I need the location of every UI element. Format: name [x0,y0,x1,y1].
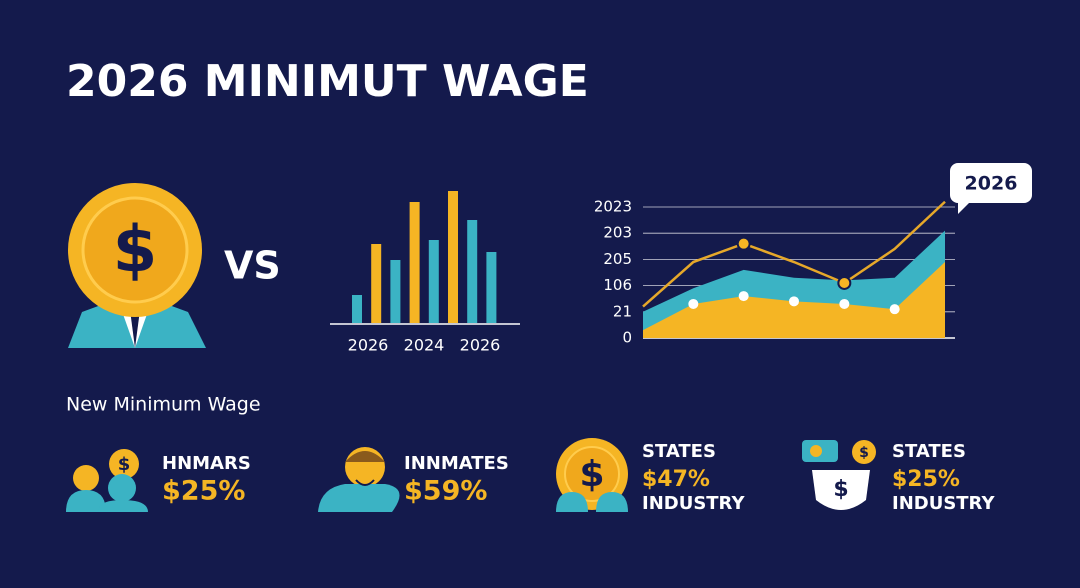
line-point [837,275,852,290]
stat-value: $47% [642,467,710,492]
point [889,304,900,315]
stat-label: HNMARS [162,453,251,474]
point [789,296,799,307]
point [839,298,850,309]
stat-note: INDUSTRY [892,493,995,514]
shield-icon: $ $ [802,440,876,510]
x-label: 2026 [348,336,389,355]
y-label: 106 [603,276,632,294]
bar [486,252,497,323]
svg-text:$: $ [118,454,131,475]
stat-label: INNMATES [404,453,509,474]
callout-box [950,163,1032,203]
coin-group-icon: $ [556,438,628,512]
stat-value: $59% [404,476,487,507]
area [643,262,945,338]
svg-text:$: $ [833,477,848,502]
callout: 2026 [965,173,1018,195]
bar [371,244,382,323]
bar [428,240,439,323]
y-label: 0 [622,329,632,347]
y-label: 2023 [594,198,632,216]
point [688,298,699,309]
y-label: 205 [603,250,632,268]
title: 2026 MINIMUT WAGE [66,56,589,107]
person-icon [318,447,400,512]
stat-label: STATES [642,441,716,462]
bar [467,220,478,323]
stat-value: $25% [892,467,960,492]
callout-tail [958,202,970,214]
y-label: 21 [613,302,632,320]
subtitle: New Minimum Wage [66,394,261,416]
bar [409,202,420,323]
bar [448,191,458,323]
line-point [736,236,751,251]
coin-person-icon: $ [68,183,206,348]
y-label: 203 [603,224,632,242]
svg-text:$: $ [113,214,158,288]
x-label: 2026 [460,336,501,355]
stat-value: $25% [162,476,245,507]
point [738,291,749,302]
bar [352,295,362,323]
people-icon: $ [66,449,148,512]
vs-label: VS [224,244,281,288]
svg-text:$: $ [579,454,604,495]
stat-label: STATES [892,441,966,462]
area-chart: 2023 203 205 106 21 0 [594,198,955,347]
x-label: 2024 [404,336,445,355]
line [642,200,946,308]
stat-note: INDUSTRY [642,493,745,514]
bar [390,260,401,323]
svg-text:$: $ [859,445,869,461]
